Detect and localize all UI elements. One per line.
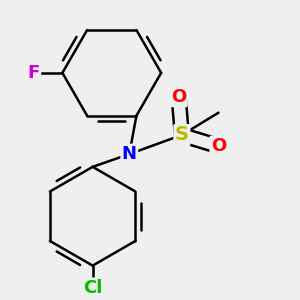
Text: N: N — [122, 145, 137, 163]
Text: O: O — [211, 137, 226, 155]
Text: O: O — [171, 88, 186, 106]
Text: S: S — [175, 125, 189, 145]
Text: F: F — [28, 64, 40, 82]
Text: Cl: Cl — [83, 279, 102, 297]
